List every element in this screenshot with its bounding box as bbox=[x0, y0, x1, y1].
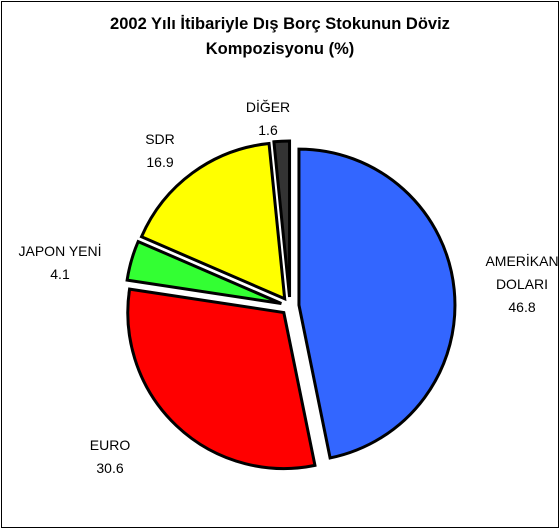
slice-label: DİĞER bbox=[245, 99, 291, 115]
slice-label: AMERİKAN DOLARI bbox=[485, 253, 559, 292]
slice-label: JAPON YENİ bbox=[18, 243, 102, 259]
chart-title: 2002 Yılı İtibariyle Dış Borç Stokunun D… bbox=[110, 15, 450, 58]
slice-value: 46.8 bbox=[508, 299, 536, 315]
slice-label: EURO bbox=[89, 437, 131, 453]
pie-slice bbox=[272, 139, 292, 298]
slice-label: SDR bbox=[145, 131, 175, 147]
pie-slice bbox=[139, 141, 287, 302]
slice-value: 30.6 bbox=[96, 460, 124, 476]
slice-value: 1.6 bbox=[258, 122, 278, 138]
slice-value: 16.9 bbox=[146, 154, 174, 170]
pie-slice bbox=[126, 287, 317, 471]
pie-slice bbox=[297, 147, 457, 460]
pie-slice bbox=[125, 239, 282, 305]
slice-value: 4.1 bbox=[50, 266, 70, 282]
